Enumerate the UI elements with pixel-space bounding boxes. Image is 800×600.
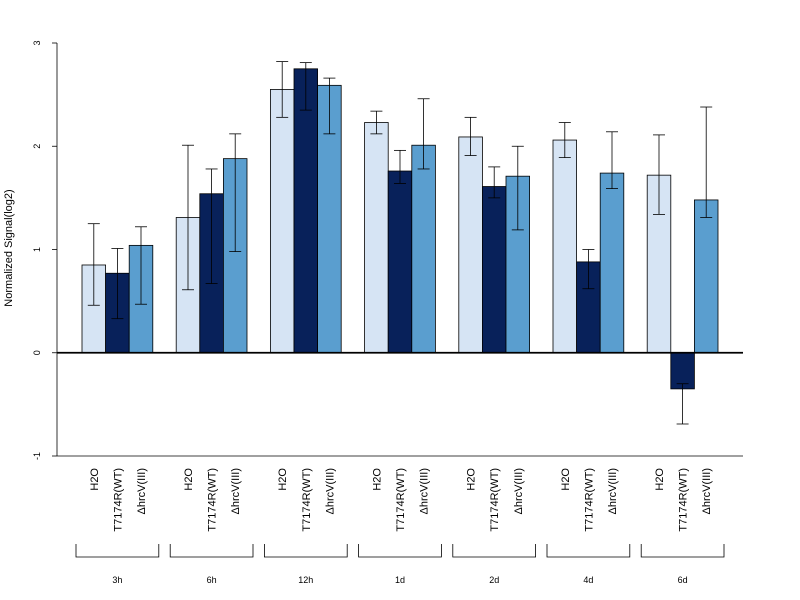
bars [81, 68, 719, 390]
group-bracket [452, 544, 536, 558]
category-label: T7174R(WT) [207, 468, 219, 532]
error-bar [606, 131, 618, 189]
category-label: H2O [654, 468, 666, 491]
error-bar [464, 116, 477, 156]
error-bar [87, 223, 100, 306]
category-label: ΔhrcV(III) [230, 468, 242, 514]
bar [599, 172, 625, 354]
category-label: T7174R(WT) [395, 468, 407, 532]
y-axis: -1 0 1 2 3 [32, 40, 58, 460]
bar [552, 139, 578, 354]
error-bar [370, 110, 383, 135]
category-label: T7174R(WT) [301, 468, 313, 532]
bar [458, 136, 483, 354]
category-label: H2O [89, 468, 101, 491]
error-bar [700, 106, 713, 218]
error-bar [417, 98, 430, 170]
category-label: H2O [371, 468, 383, 491]
category-label: ΔhrcV(III) [513, 468, 525, 514]
group-brackets: 3h 6h 12h 1d 2d 4d 6d [75, 544, 725, 585]
group-label: 4d [583, 575, 593, 585]
category-label: H2O [560, 468, 572, 491]
category-label: H2O [466, 468, 478, 491]
error-bar [394, 149, 406, 184]
group-bracket [640, 544, 725, 558]
category-label: ΔhrcV(III) [324, 468, 336, 514]
category-labels: H2O T7174R(WT) ΔhrcV(III) H2O T7174R(WT) Δhrc… [89, 468, 713, 532]
group-label: 2d [489, 575, 499, 585]
error-bar [229, 133, 242, 252]
group-bracket [75, 544, 160, 558]
error-bar [676, 383, 689, 425]
category-label: ΔhrcV(III) [419, 468, 431, 514]
error-bars [87, 61, 713, 425]
bar [694, 199, 719, 354]
y-tick-label: 0 [32, 350, 42, 355]
category-label: H2O [183, 468, 195, 491]
error-bar [182, 144, 194, 291]
category-label: ΔhrcV(III) [136, 468, 148, 514]
bar [293, 68, 319, 354]
error-bar [323, 77, 336, 135]
error-bar [582, 249, 595, 290]
error-bar [299, 62, 312, 111]
error-bar [276, 61, 289, 118]
category-label: ΔhrcV(III) [607, 468, 619, 514]
category-label: ΔhrcV(III) [701, 468, 713, 514]
bar [364, 122, 389, 354]
y-tick-label: -1 [32, 452, 42, 460]
error-bar [488, 166, 501, 199]
category-label: T7174R(WT) [678, 468, 690, 532]
error-bar [653, 134, 665, 215]
bar [411, 144, 436, 354]
group-label: 6d [678, 575, 688, 585]
category-label: T7174R(WT) [583, 468, 595, 532]
error-bar [111, 248, 124, 320]
y-tick-label: 2 [32, 144, 42, 149]
category-label: T7174R(WT) [112, 468, 124, 532]
group-label: 12h [298, 575, 313, 585]
category-label: T7174R(WT) [489, 468, 501, 532]
group-bracket [358, 544, 442, 558]
error-bar [135, 226, 147, 305]
group-bracket [263, 544, 348, 558]
error-bar [511, 145, 524, 231]
error-bar [205, 168, 218, 284]
group-label: 6h [207, 575, 217, 585]
bar [481, 186, 507, 354]
error-bar [558, 122, 571, 159]
group-label: 3h [112, 575, 122, 585]
y-tick-label: 1 [32, 247, 42, 252]
bar [387, 170, 413, 354]
group-bracket [546, 544, 631, 558]
category-label: H2O [277, 468, 289, 491]
group-label: 1d [395, 575, 405, 585]
y-tick-label: 3 [32, 40, 42, 45]
bar [269, 89, 295, 354]
group-bracket [169, 544, 254, 558]
y-axis-title: Normalized Signal(log2) [3, 189, 15, 306]
